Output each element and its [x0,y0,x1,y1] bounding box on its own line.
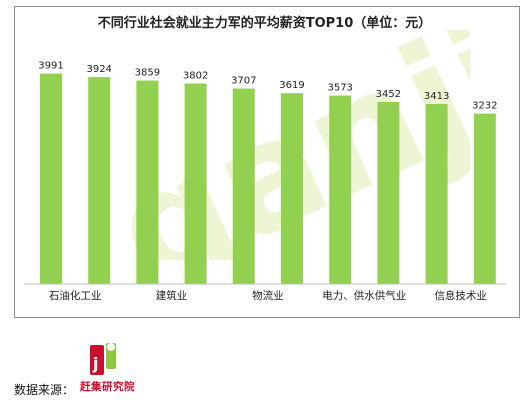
data-label-1: 3924 [86,64,111,75]
data-label-4: 3707 [231,76,256,87]
data-label-3: 3802 [183,71,208,82]
data-label-2: 3859 [135,68,160,79]
category-label-8: 信息技术业 [434,290,487,302]
data-label-5: 3619 [279,80,304,91]
data-label-0: 3991 [38,61,63,72]
bar-4 [232,88,255,284]
bar-7 [377,101,400,285]
data-label-7: 3452 [376,89,401,100]
source-label: 数据来源： [14,383,75,397]
data-label-6: 3573 [327,83,352,94]
data-label-8: 3413 [424,91,449,102]
category-label-6: 电力、供水供气业 [322,290,407,302]
data-label-9: 3232 [472,101,497,112]
bar-0 [40,73,62,284]
chart-title: 不同行业社会就业主力军的平均薪资TOP10（单位：元） [97,16,432,31]
category-label-0: 石油化工业 [48,290,102,302]
bar-5 [281,93,303,285]
svg-text:j: j [92,354,98,373]
logo-text: 赶集研究院 [80,381,135,393]
bar-2 [136,80,159,284]
bar-9 [473,113,496,285]
category-label-4: 物流业 [252,290,284,302]
category-label-2: 建筑业 [155,290,188,302]
bar-8 [425,104,448,285]
ganji-research-logo: j [90,343,116,375]
bar-1 [88,77,111,285]
bar-3 [184,83,207,284]
bar-6 [329,95,352,284]
